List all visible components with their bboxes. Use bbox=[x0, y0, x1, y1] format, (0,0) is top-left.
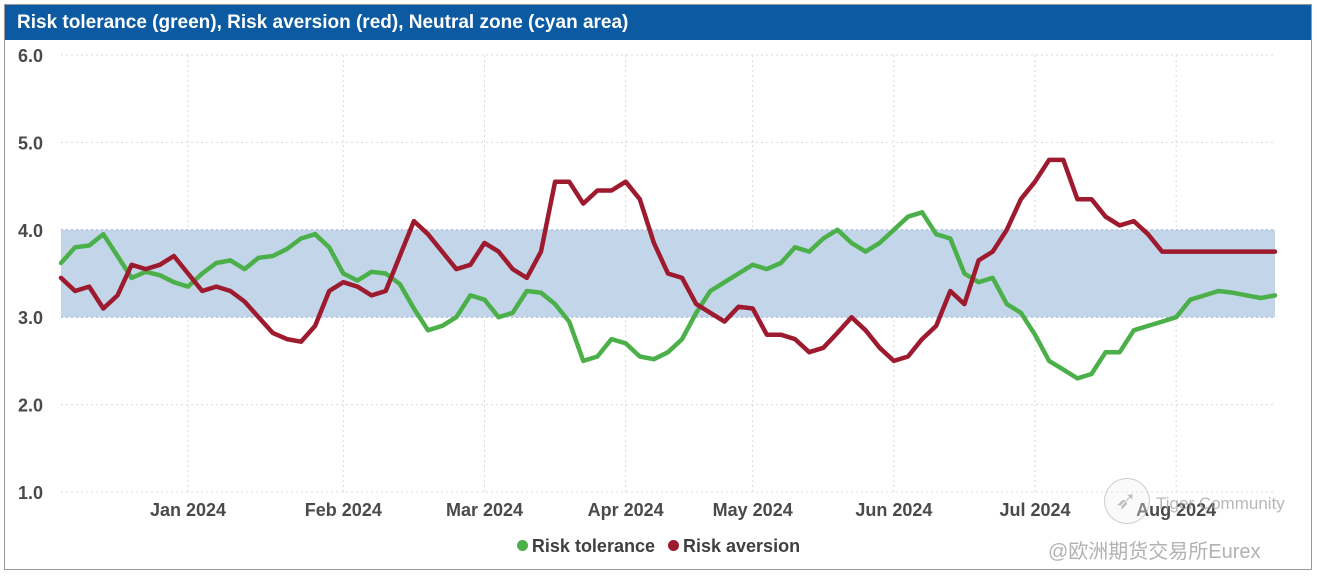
watermark-text: Tiger Community bbox=[1156, 494, 1285, 513]
watermark-handle: @欧洲期货交易所Eurex bbox=[1048, 541, 1261, 563]
legend-label-risk-aversion: Risk aversion bbox=[683, 536, 801, 556]
chart-legend: Risk tolerance Risk aversion bbox=[0, 536, 1317, 557]
y-tick-label: 4.0 bbox=[18, 221, 43, 241]
watermark-logo-icon bbox=[1104, 478, 1150, 524]
x-tick-label: Jul 2024 bbox=[999, 500, 1070, 520]
x-tick-label: Mar 2024 bbox=[446, 500, 523, 520]
y-tick-label: 5.0 bbox=[18, 133, 43, 153]
x-tick-label: Feb 2024 bbox=[305, 500, 382, 520]
legend-item-risk-aversion: Risk aversion bbox=[668, 536, 800, 557]
chart-title-bar: Risk tolerance (green), Risk aversion (r… bbox=[5, 5, 1311, 40]
legend-label-risk-tolerance: Risk tolerance bbox=[531, 536, 655, 556]
y-tick-label: 1.0 bbox=[18, 483, 43, 503]
legend-item-risk-tolerance: Risk tolerance bbox=[516, 536, 655, 557]
x-tick-label: Jan 2024 bbox=[150, 500, 226, 520]
x-tick-label: Aug 2024 bbox=[1136, 500, 1216, 520]
series-line-risk-aversion bbox=[58, 157, 1278, 364]
y-tick-label: 3.0 bbox=[18, 308, 43, 328]
chart-title: Risk tolerance (green), Risk aversion (r… bbox=[17, 12, 629, 33]
x-tick-label: Jun 2024 bbox=[855, 500, 932, 520]
series-line-risk-tolerance bbox=[58, 210, 1278, 381]
legend-marker-risk-tolerance bbox=[516, 540, 528, 551]
y-tick-label: 6.0 bbox=[18, 46, 43, 66]
x-tick-label: May 2024 bbox=[713, 500, 793, 520]
y-tick-label: 2.0 bbox=[18, 396, 43, 416]
legend-marker-risk-aversion bbox=[668, 540, 679, 551]
x-tick-label: Apr 2024 bbox=[588, 500, 664, 520]
